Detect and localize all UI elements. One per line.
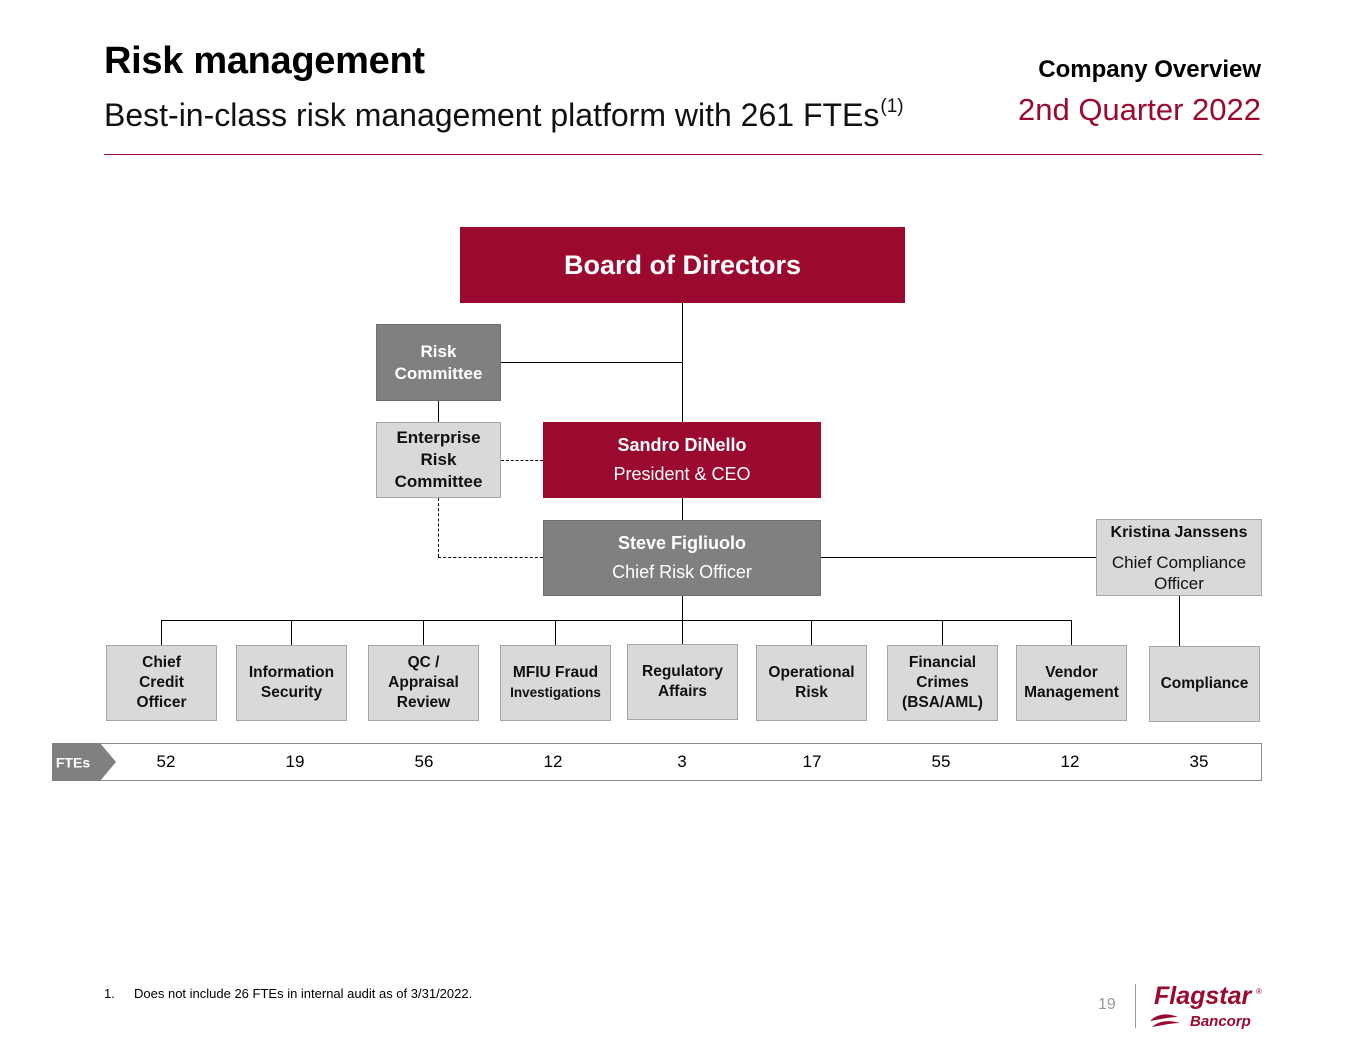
dept-label: Security <box>260 684 323 701</box>
dept-label: Compliance <box>1160 675 1249 692</box>
fte-tag-arrow <box>52 743 116 781</box>
dept-qc-appraisal-review: QC / Appraisal Review <box>368 645 479 721</box>
footnote: 1. Does not include 26 FTEs in internal a… <box>104 986 472 1001</box>
enterprise-risk-committee-box: Enterprise Risk Committee <box>376 422 501 498</box>
ceo-name: Sandro DiNello <box>617 435 747 455</box>
erc-line: Committee <box>394 472 483 491</box>
erc-line: Risk <box>420 450 457 469</box>
board-of-directors-box: Board of Directors <box>460 227 905 303</box>
fte-tag: FTEs <box>52 743 116 781</box>
risk-committee-line: Risk <box>420 341 457 361</box>
connector-dept-6 <box>811 620 812 645</box>
cro-name: Steve Figliuolo <box>617 533 746 553</box>
fte-value: 19 <box>285 752 305 771</box>
dept-label: Chief <box>142 654 181 671</box>
connector-board-ceo <box>682 303 683 422</box>
dept-label: (BSA/AML) <box>902 694 983 711</box>
connector-cco-compliance <box>1179 596 1180 646</box>
dept-label: Operational <box>768 664 855 681</box>
logo-sub: Bancorp <box>1190 1013 1251 1030</box>
dept-label: Management <box>1024 684 1119 701</box>
dashed-connector-erc-cro <box>438 557 543 558</box>
connector-cro-bus <box>682 596 683 621</box>
dept-label: Risk <box>795 684 828 701</box>
connector-rc-erc <box>438 401 439 422</box>
footnote-ref: (1) <box>880 96 904 117</box>
dept-label: Regulatory <box>642 663 723 680</box>
dept-information-security: Information Security <box>236 645 347 721</box>
fte-value: 35 <box>1189 752 1209 771</box>
header-divider <box>104 154 1262 155</box>
connector-risk-committee <box>501 362 682 363</box>
subtitle-text: Best-in-class risk management platform w… <box>104 97 880 133</box>
dept-label: Review <box>396 694 451 711</box>
dept-label: Financial <box>908 654 977 671</box>
fte-value: 52 <box>156 752 176 771</box>
dept-label: Information <box>248 664 335 681</box>
section-label: Company Overview <box>1038 56 1261 83</box>
connector-dept-2 <box>291 620 292 645</box>
logo-swoosh-icon <box>1152 1021 1180 1027</box>
dashed-connector-erc-ceo <box>501 460 543 461</box>
dept-mfiu-fraud-investigations: MFIU Fraud Investigations <box>500 645 611 721</box>
dept-vendor-management: Vendor Management <box>1016 645 1127 721</box>
fte-value: 55 <box>931 752 951 771</box>
ceo-role: President & CEO <box>613 464 751 484</box>
connector-dept-7 <box>942 620 943 645</box>
risk-committee-line: Committee <box>394 363 483 383</box>
fte-value: 12 <box>543 752 563 771</box>
connector-dept-4 <box>555 620 556 645</box>
connector-dept-8 <box>1071 620 1072 645</box>
board-label: Board of Directors <box>563 249 802 280</box>
period-label: 2nd Quarter 2022 <box>1017 92 1261 127</box>
risk-committee-box: Risk Committee <box>376 324 501 401</box>
dashed-connector-erc-down <box>438 498 439 557</box>
footnote-number: 1. <box>104 986 115 1001</box>
footer-divider <box>1135 984 1136 1028</box>
dept-label: Affairs <box>657 683 708 700</box>
fte-value: 3 <box>677 752 687 771</box>
dept-label: Credit <box>139 674 184 691</box>
dept-label: MFIU Fraud <box>512 664 599 681</box>
logo-swoosh-icon <box>1150 1014 1178 1021</box>
fte-value: 12 <box>1060 752 1080 771</box>
cro-role: Chief Risk Officer <box>612 562 752 582</box>
dept-label: Crimes <box>916 674 969 691</box>
connector-dept-5 <box>682 620 683 645</box>
connector-dept-3 <box>423 620 424 645</box>
dept-financial-crimes: Financial Crimes (BSA/AML) <box>887 645 998 721</box>
cco-name: Kristina Janssens <box>1110 524 1248 541</box>
page-number: 19 <box>1098 996 1116 1013</box>
dept-compliance: Compliance <box>1149 646 1260 722</box>
dept-label: Vendor <box>1045 664 1098 681</box>
flagstar-logo: Flagstar ® Bancorp <box>1150 982 1262 1030</box>
connector-dept-1 <box>161 620 162 645</box>
dept-label-small: Investigations <box>510 685 601 700</box>
fte-value: 17 <box>802 752 822 771</box>
logo-brand: Flagstar <box>1154 982 1253 1010</box>
dept-label: Officer <box>136 694 187 711</box>
dept-operational-risk: Operational Risk <box>756 645 867 721</box>
cco-box: Kristina Janssens Chief Compliance Offic… <box>1096 519 1262 596</box>
cro-box: Steve Figliuolo Chief Risk Officer <box>543 520 821 596</box>
connector-department-bus <box>161 620 1072 621</box>
page-title: Risk management <box>104 40 425 82</box>
dept-label: QC / <box>407 654 440 671</box>
cco-role: Chief Compliance Officer <box>1111 553 1247 593</box>
dept-chief-credit-officer: Chief Credit Officer <box>106 645 217 721</box>
erc-line: Enterprise <box>396 428 481 447</box>
connector-cro-cco <box>821 557 1096 558</box>
fte-value: 56 <box>414 752 434 771</box>
footnote-text: Does not include 26 FTEs in internal aud… <box>134 986 473 1001</box>
logo-mark: ® <box>1256 987 1262 996</box>
connector-ceo-cro <box>682 498 683 520</box>
fte-tag-label: FTEs <box>56 755 90 771</box>
ceo-box: Sandro DiNello President & CEO <box>543 422 821 498</box>
dept-regulatory-affairs: Regulatory Affairs <box>627 644 738 720</box>
dept-label: Appraisal <box>388 674 459 691</box>
page-subtitle: Best-in-class risk management platform w… <box>104 96 904 134</box>
